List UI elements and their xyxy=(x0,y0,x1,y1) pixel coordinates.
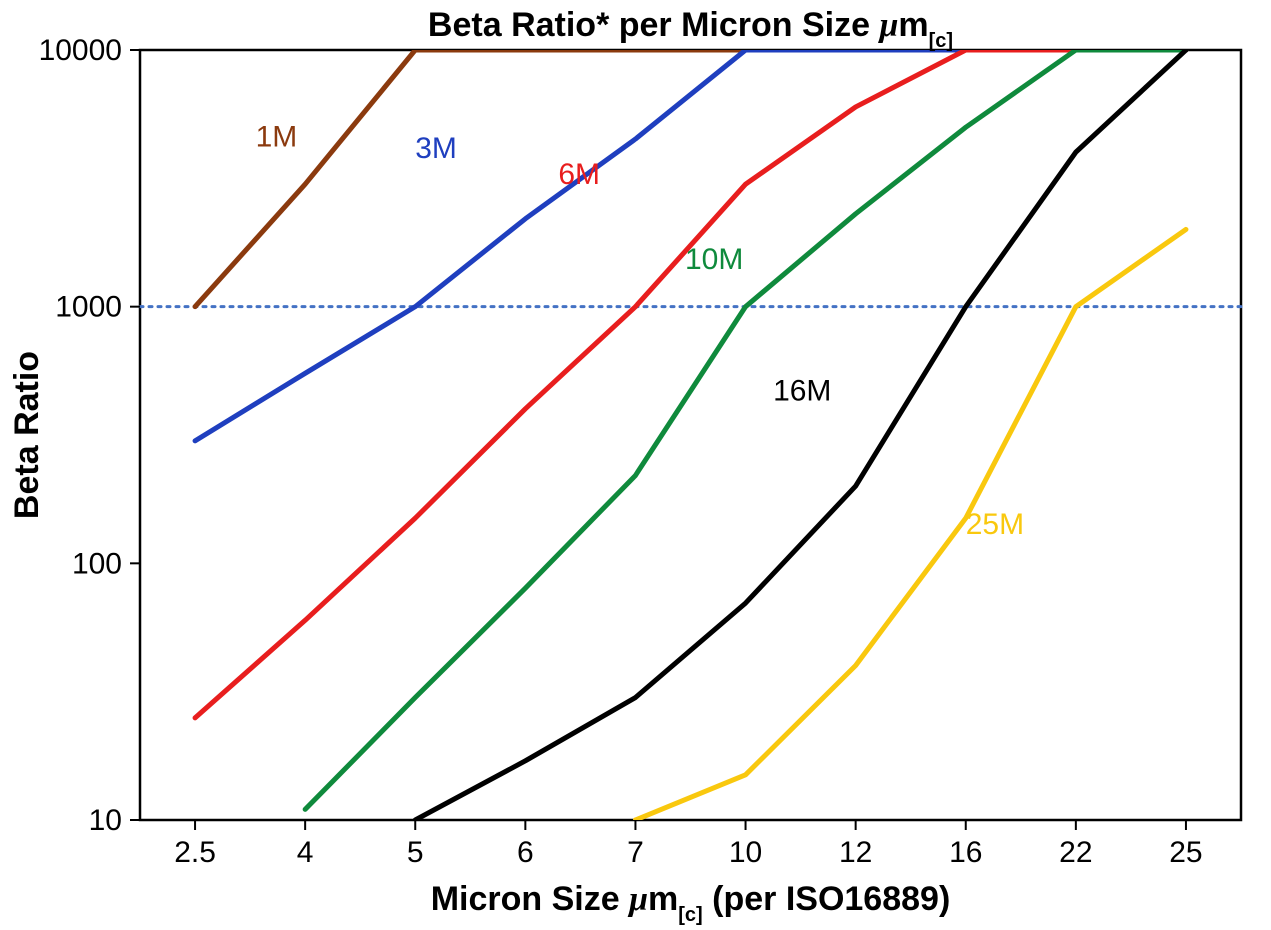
series-label-3M: 3M xyxy=(415,132,457,165)
series-label-6M: 6M xyxy=(558,158,600,191)
x-tick-label: 16 xyxy=(949,836,982,869)
series-label-16M: 16M xyxy=(773,375,831,408)
x-tick-label: 5 xyxy=(407,836,424,869)
x-tick-label: 2.5 xyxy=(174,836,216,869)
series-label-25M: 25M xyxy=(966,508,1024,541)
x-tick-label: 4 xyxy=(297,836,314,869)
x-tick-label: 25 xyxy=(1169,836,1202,869)
x-tick-label: 7 xyxy=(627,836,644,869)
y-axis-label: Beta Ratio xyxy=(8,351,46,519)
series-label-1M: 1M xyxy=(256,121,298,154)
x-tick-label: 10 xyxy=(729,836,762,869)
y-tick-label: 1000 xyxy=(55,291,122,324)
x-tick-label: 22 xyxy=(1059,836,1092,869)
chart-container: 2.5 4 5 6 7 10 12 16 22 25 10 100 1000 10000 1M 3M 6M 10M… xyxy=(0,0,1271,930)
y-tick-label: 10000 xyxy=(39,34,122,67)
x-tick-label: 6 xyxy=(517,836,534,869)
y-tick-label: 10 xyxy=(89,804,122,837)
x-tick-label: 12 xyxy=(839,836,872,869)
beta-ratio-chart: 2.5 4 5 6 7 10 12 16 22 25 10 100 1000 10000 1M 3M 6M 10M… xyxy=(0,0,1271,930)
y-tick-label: 100 xyxy=(72,547,122,580)
series-label-10M: 10M xyxy=(685,243,743,276)
